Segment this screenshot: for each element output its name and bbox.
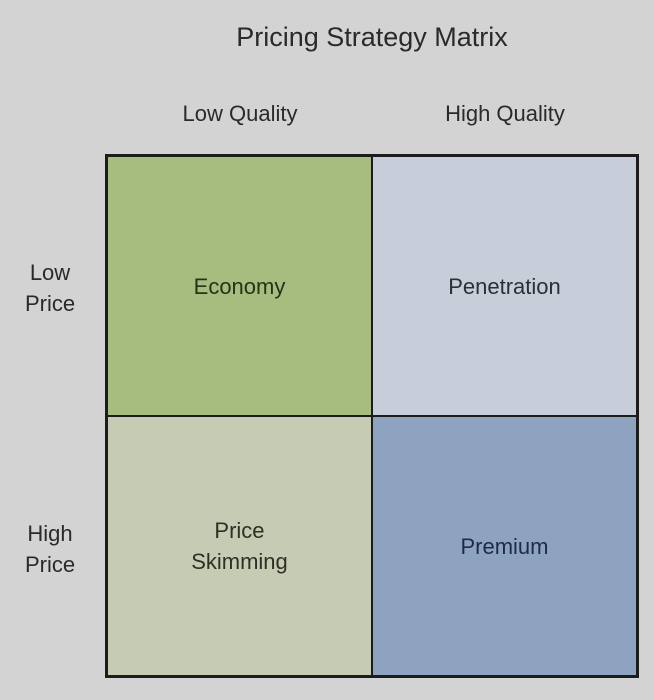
cell-price-skimming: Price Skimming: [108, 417, 371, 675]
column-header-low-quality: Low Quality: [182, 101, 298, 126]
column-header-high-quality: High Quality: [445, 101, 565, 126]
cell-penetration: Penetration: [373, 157, 636, 415]
diagram-title: Pricing Strategy Matrix: [236, 22, 508, 52]
cell-premium: Premium: [373, 417, 636, 675]
row-header-low-price: Low Price: [24, 260, 76, 316]
pricing-matrix: Economy Penetration Price Skimming Premi…: [105, 154, 639, 678]
cell-economy: Economy: [108, 157, 371, 415]
row-header-high-price: High Price: [24, 521, 76, 577]
